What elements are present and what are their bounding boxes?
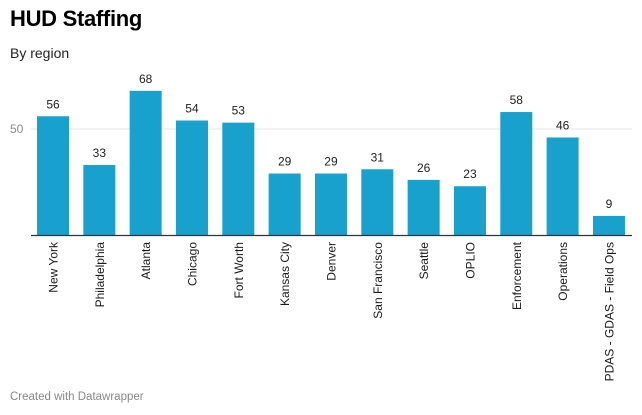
category-label: Denver [324, 242, 338, 281]
category-label: OPLIO [463, 242, 477, 279]
bar [175, 120, 208, 235]
category-label: Kansas City [278, 242, 292, 306]
bar [407, 179, 440, 235]
bar [129, 90, 162, 235]
category-label: Operations [556, 242, 570, 301]
y-tick-label: 50 [10, 122, 24, 136]
bar-value-label: 33 [93, 146, 107, 160]
category-label: San Francisco [371, 242, 385, 319]
bar-value-label: 29 [324, 155, 338, 169]
category-label: New York [47, 241, 61, 293]
bar [453, 186, 486, 235]
bar-value-label: 68 [139, 72, 153, 86]
bar-value-label: 53 [232, 104, 246, 118]
bar [222, 122, 255, 235]
chart-title: HUD Staffing [10, 6, 143, 31]
bar [268, 173, 301, 235]
bar [314, 173, 347, 235]
bar [361, 169, 394, 235]
category-label: Atlanta [139, 242, 153, 280]
bar-value-label: 56 [46, 97, 60, 111]
bar-value-label: 23 [463, 167, 477, 181]
bar-value-label: 31 [371, 150, 385, 164]
category-label: Seattle [417, 242, 431, 280]
bar [500, 112, 533, 235]
bar [592, 215, 625, 235]
category-label: Chicago [185, 242, 199, 286]
category-label: Fort Worth [232, 242, 246, 298]
category-label: Philadelphia [93, 242, 107, 308]
category-label: Enforcement [510, 241, 524, 310]
bar-value-label: 9 [606, 197, 613, 211]
bar-value-label: 26 [417, 161, 431, 175]
bar-value-label: 29 [278, 155, 292, 169]
bar-value-label: 46 [556, 118, 570, 132]
bar [546, 137, 579, 235]
bar [83, 165, 116, 235]
bar-value-label: 58 [510, 93, 524, 107]
bar [37, 116, 69, 235]
chart-subtitle: By region [10, 45, 70, 61]
datawrapper-credit: Created with Datawrapper [10, 391, 144, 403]
category-label: PDAS - GDAS - Field Ops [602, 242, 616, 381]
bar-value-label: 54 [185, 102, 199, 116]
